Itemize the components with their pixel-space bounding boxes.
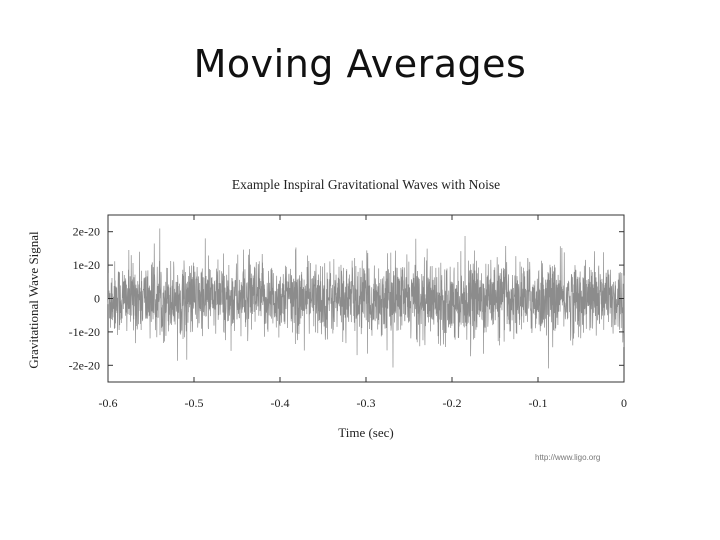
- x-axis-label: Time (sec): [338, 425, 394, 440]
- x-tick-label: -0.5: [185, 396, 204, 410]
- y-tick-label: -2e-20: [69, 358, 100, 372]
- x-tick-label: -0.3: [357, 396, 376, 410]
- x-tick-label: -0.6: [99, 396, 118, 410]
- x-tick-label: -0.4: [271, 396, 290, 410]
- y-tick-label: 1e-20: [73, 258, 100, 272]
- source-credit: http://www.ligo.org: [535, 453, 601, 462]
- y-tick-label: 2e-20: [73, 225, 100, 239]
- slide-title: Moving Averages: [193, 42, 527, 86]
- x-tick-label: 0: [621, 396, 627, 410]
- signal-trace: [107, 228, 625, 369]
- y-tick-label: -1e-20: [69, 325, 100, 339]
- y-tick-label: 0: [94, 292, 100, 306]
- y-axis: 2e-20 1e-20 0 -1e-20 -2e-20: [69, 225, 624, 372]
- noise-series-line: [107, 228, 625, 369]
- x-tick-label: -0.2: [443, 396, 462, 410]
- chart-title: Example Inspiral Gravitational Waves wit…: [232, 177, 500, 192]
- y-axis-label: Gravitational Wave Signal: [26, 231, 41, 369]
- x-axis: -0.6 -0.5 -0.4 -0.3 -0.2 -0.1 0: [99, 215, 627, 410]
- x-tick-label: -0.1: [529, 396, 548, 410]
